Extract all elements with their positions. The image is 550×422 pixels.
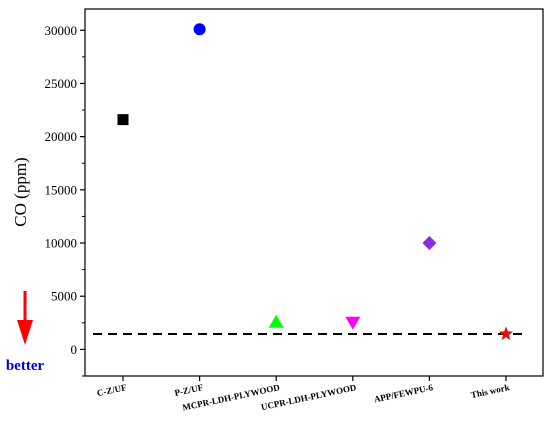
y-tick-label: 10000 bbox=[45, 236, 78, 251]
y-tick-label: 25000 bbox=[45, 76, 78, 91]
y-axis: 0 5000 10000 15000 20000 25000 30000 bbox=[45, 23, 85, 377]
x-tick-label: C-Z/UF bbox=[96, 382, 128, 398]
x-axis: C-Z/UF P-Z/UFMCPR-LDH-PLYWOODUCPR-LDH-PLY… bbox=[96, 376, 510, 413]
point-ucpr-ldh-plywood bbox=[345, 316, 361, 330]
y-tick-label: 30000 bbox=[45, 23, 78, 38]
y-tick-label: 20000 bbox=[45, 129, 78, 144]
point-this-work bbox=[498, 326, 514, 341]
y-tick-label: 0 bbox=[71, 342, 78, 357]
data-points bbox=[117, 23, 514, 341]
point-c-z-uf bbox=[117, 114, 129, 126]
x-tick-label: P-Z/UF bbox=[174, 382, 205, 398]
point-app-fewpu-6 bbox=[422, 236, 437, 251]
better-arrow-head bbox=[17, 320, 33, 345]
better-label: better bbox=[6, 358, 45, 374]
y-tick-label: 5000 bbox=[51, 289, 77, 304]
y-tick-label: 15000 bbox=[45, 182, 78, 197]
x-tick-label: APP/FEWPU-6 bbox=[373, 382, 434, 404]
better-annotation: better bbox=[6, 291, 45, 374]
x-tick-label: This work bbox=[470, 382, 510, 400]
point-p-z-uf bbox=[193, 23, 206, 36]
plot-frame bbox=[84, 8, 544, 377]
y-axis-title: CO (ppm) bbox=[11, 157, 30, 226]
point-mcpr-ldh-plywood bbox=[268, 314, 284, 328]
